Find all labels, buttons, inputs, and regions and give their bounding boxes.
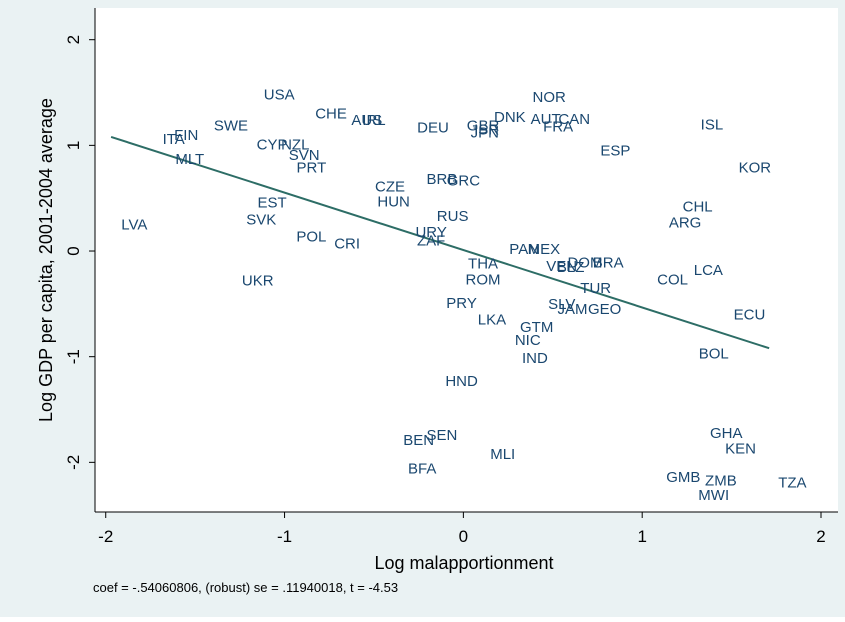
point-label: ESP [600, 143, 630, 160]
point-label: SLV [548, 296, 575, 313]
x-tick-label: 2 [816, 527, 825, 546]
point-label: EST [257, 194, 286, 211]
x-tick-label: 0 [459, 527, 468, 546]
point-label: USA [264, 87, 295, 104]
point-label: SWE [214, 117, 248, 134]
point-label: ISL [701, 116, 724, 133]
point-label: KEN [725, 441, 756, 458]
point-label: BRB [426, 171, 457, 188]
point-label: CRI [334, 236, 360, 253]
point-label: GEO [588, 301, 621, 318]
point-label: SEN [426, 427, 457, 444]
point-label: DNK [494, 109, 526, 126]
point-label: PRT [297, 160, 327, 177]
point-label: MWI [698, 487, 729, 504]
point-label: CHL [683, 199, 713, 216]
point-label: CHE [315, 106, 347, 123]
point-label: HUN [377, 193, 410, 210]
point-label: FIN [174, 127, 198, 144]
point-label: ISR [474, 122, 499, 139]
point-label: GTM [520, 319, 553, 336]
point-label: AUS [351, 112, 382, 129]
point-label: PRY [446, 295, 477, 312]
point-label: DOM [567, 255, 602, 272]
y-tick-label: 0 [64, 246, 83, 255]
point-label: UKR [242, 273, 274, 290]
x-tick-label: -2 [98, 527, 113, 546]
x-axis-title: Log malapportionment [374, 553, 553, 573]
plot-area [95, 8, 838, 512]
point-label: CAN [558, 111, 590, 128]
point-label: ARG [669, 215, 702, 232]
point-label: ITA [163, 131, 185, 148]
point-label: HND [445, 373, 478, 390]
point-label: NOR [533, 89, 567, 106]
point-label: PAN [509, 241, 539, 258]
point-label: NZL [281, 136, 309, 153]
point-label: ROM [466, 272, 501, 289]
point-label: LCA [694, 262, 723, 279]
point-label: THA [468, 256, 498, 273]
point-label: NIC [515, 332, 541, 349]
point-label: FRA [543, 118, 573, 135]
point-label: SVK [246, 211, 276, 228]
point-label: TUR [580, 280, 611, 297]
y-tick-label: -2 [64, 455, 83, 470]
point-label: IRL [362, 112, 385, 129]
point-label: CYP [257, 136, 288, 153]
point-label: BLZ [557, 259, 585, 276]
point-label: TZA [778, 474, 806, 491]
y-tick-label: 1 [64, 141, 83, 150]
y-tick-label: 2 [64, 35, 83, 44]
point-label: GHA [710, 425, 743, 442]
point-label: SVN [289, 147, 320, 164]
point-label: LKA [478, 312, 506, 329]
point-label: JAM [557, 301, 587, 318]
point-label: URY [415, 224, 446, 241]
point-label: GMB [666, 469, 700, 486]
point-label: MEX [528, 241, 561, 258]
point-label: GBR [467, 117, 500, 134]
x-tick-label: 1 [637, 527, 646, 546]
point-label: DEU [417, 119, 449, 136]
point-label: BOL [699, 346, 729, 363]
point-label: IND [522, 350, 548, 367]
point-label: ZAF [417, 232, 445, 249]
point-label: BEN [403, 432, 434, 449]
point-label: MLI [490, 446, 515, 463]
point-label: POL [296, 228, 326, 245]
point-label: COL [657, 272, 688, 289]
point-label: VEN [546, 258, 577, 275]
point-label: BRA [593, 255, 624, 272]
point-label: GRC [447, 172, 481, 189]
point-label: LVA [121, 217, 147, 234]
point-label: MLT [175, 151, 204, 168]
point-label: AUT [531, 111, 561, 128]
point-label: ECU [734, 306, 766, 323]
point-label: BFA [408, 461, 436, 478]
point-label: CZE [375, 179, 405, 196]
point-label: ZMB [705, 472, 737, 489]
x-tick-label: -1 [277, 527, 292, 546]
point-label: KOR [739, 160, 772, 177]
note: coef = -.54060806, (robust) se = .119400… [93, 580, 398, 595]
point-label: RUS [437, 208, 469, 225]
y-tick-label: -1 [64, 349, 83, 364]
fit-line [110, 135, 770, 350]
point-label: JPN [471, 125, 499, 142]
y-axis-title: Log GDP per capita, 2001-2004 average [36, 98, 56, 422]
